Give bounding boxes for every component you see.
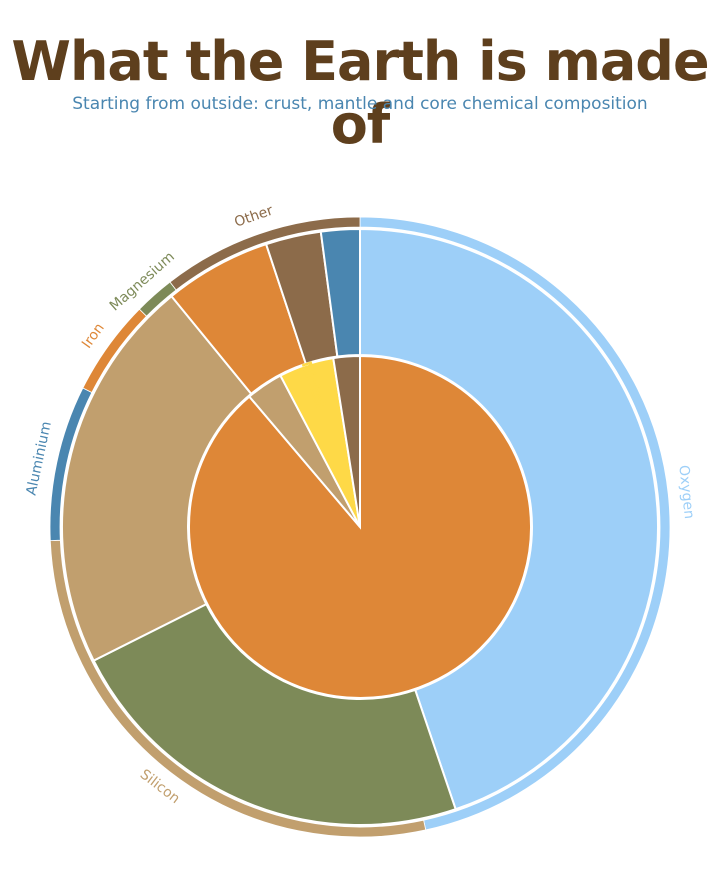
crust-label-aluminium: Aluminium [24, 420, 55, 497]
crust-label-other: Other [232, 203, 275, 231]
crust-label-oxygen: Oxygen [675, 464, 697, 519]
chart-title: What the Earth is made of [11, 30, 709, 156]
core-slice-other [332, 354, 361, 528]
chart-subtitle: Starting from outside: crust, mantle and… [72, 94, 648, 114]
crust-label-iron: Iron [79, 320, 108, 351]
crust-slice-other [169, 216, 361, 291]
